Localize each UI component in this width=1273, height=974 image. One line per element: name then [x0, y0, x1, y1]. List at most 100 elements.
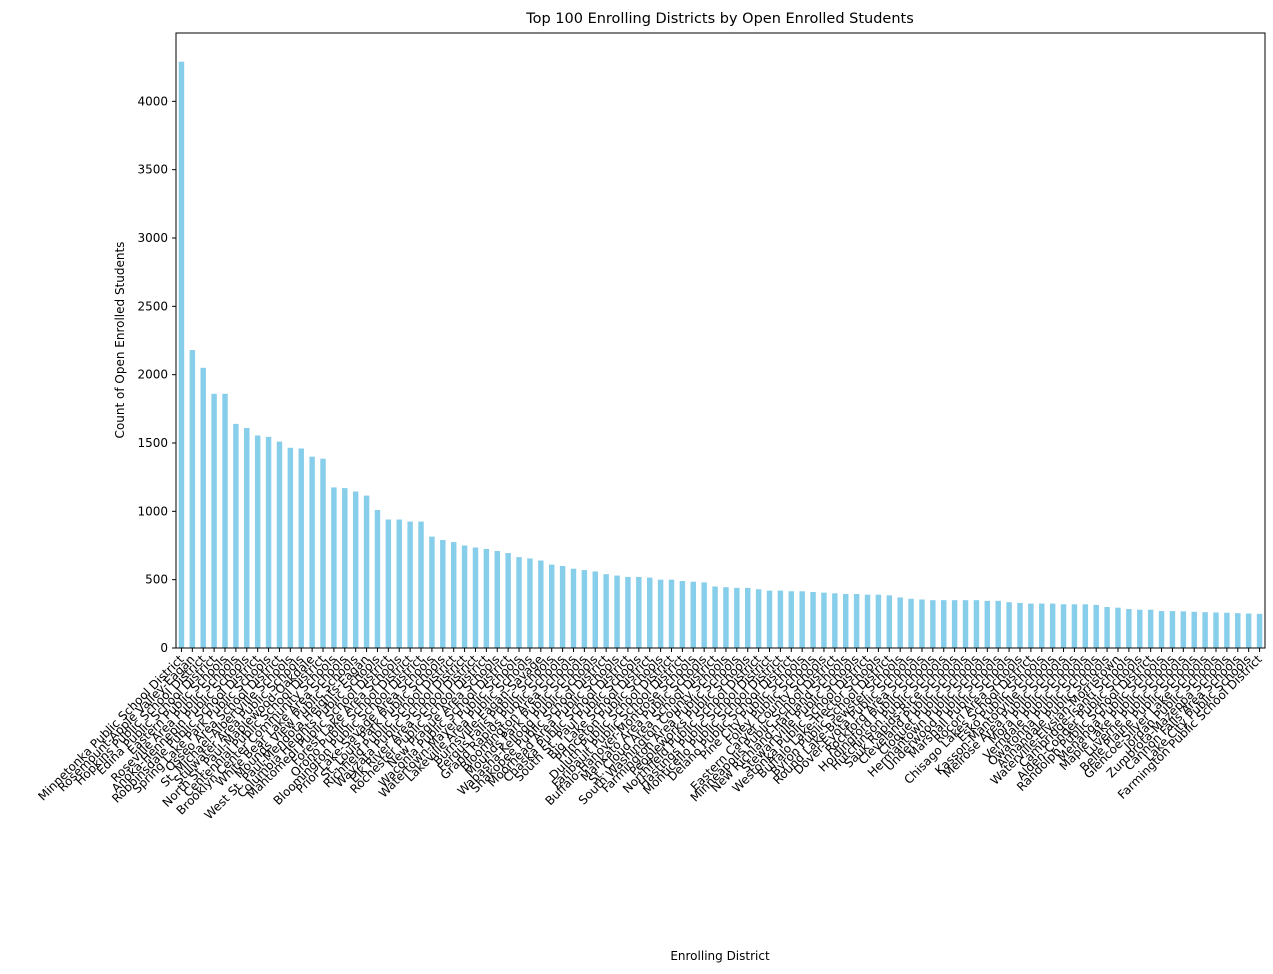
bar [331, 487, 337, 648]
y-axis-label: Count of Open Enrolled Students [113, 242, 127, 439]
bar [483, 548, 490, 648]
bar [777, 590, 784, 648]
bar [287, 447, 294, 648]
bar [254, 435, 261, 648]
bars-group [178, 61, 1263, 648]
bar [908, 598, 914, 648]
bar [309, 456, 315, 648]
bar [766, 590, 773, 648]
bar [581, 570, 588, 648]
bar [363, 495, 370, 648]
bar [745, 587, 751, 648]
bar [864, 594, 871, 648]
bar [821, 592, 827, 648]
bar [505, 553, 511, 648]
bar [527, 558, 533, 648]
bar [396, 519, 402, 648]
bar [211, 393, 217, 648]
bar [832, 593, 838, 648]
bar [1006, 602, 1012, 648]
bar [1202, 612, 1208, 648]
bar [603, 574, 609, 648]
bar [941, 600, 947, 648]
bar [1115, 607, 1121, 648]
bar [701, 582, 707, 648]
bar [646, 577, 653, 648]
bar [298, 448, 304, 648]
y-tick-label: 1500 [137, 436, 168, 450]
bar [995, 600, 1001, 648]
bar [734, 587, 740, 648]
bar [1180, 611, 1187, 648]
bar [788, 591, 795, 648]
bar [1071, 604, 1078, 648]
bar [984, 600, 991, 648]
bar [200, 367, 206, 648]
bar [592, 571, 598, 648]
bar [951, 600, 958, 648]
bar [1137, 609, 1143, 648]
bar [1158, 611, 1165, 648]
bar [178, 61, 185, 648]
bar [233, 423, 239, 648]
bar [559, 566, 566, 648]
bar [538, 560, 544, 648]
bar [973, 600, 980, 648]
bar [886, 595, 893, 648]
y-tick-label: 2500 [137, 299, 168, 313]
bar [919, 599, 925, 648]
bar [723, 587, 729, 648]
bar [1093, 604, 1099, 648]
bar [1224, 612, 1230, 648]
bar [843, 594, 849, 648]
bar [189, 350, 196, 648]
bar [668, 579, 675, 648]
bar [548, 564, 555, 648]
x-axis-ticks: Minnetonka Public School DistrictRosemou… [35, 648, 1265, 822]
bar [1082, 604, 1089, 648]
y-tick-label: 4000 [137, 94, 168, 108]
bar [1017, 602, 1023, 648]
bar [712, 586, 718, 648]
bar [1256, 613, 1263, 648]
bar [1039, 603, 1045, 648]
bar [1104, 607, 1110, 648]
bar [1213, 612, 1219, 648]
bar [450, 542, 457, 648]
y-axis-ticks: 0 500 1000 1500 2000 2500 3000 3500 4000 [137, 94, 176, 655]
bar [962, 600, 969, 648]
bar [657, 579, 664, 648]
bar [407, 521, 413, 648]
bar [429, 536, 435, 648]
bar [799, 591, 805, 648]
bar [472, 547, 479, 648]
bar [1028, 603, 1034, 648]
bar [570, 568, 577, 648]
bar [244, 427, 250, 648]
bar [897, 597, 903, 648]
bar [342, 488, 348, 648]
bar [276, 441, 283, 648]
bar [875, 594, 882, 648]
bar [494, 550, 500, 648]
bar [1191, 611, 1197, 648]
bar [320, 458, 326, 648]
bar [352, 491, 359, 648]
x-axis-label: Enrolling District [670, 949, 770, 963]
y-tick-label: 0 [160, 641, 168, 655]
plot-frame [175, 32, 1266, 649]
bar [810, 591, 816, 648]
bar [222, 393, 228, 648]
bar [440, 540, 446, 648]
bar [614, 575, 620, 648]
bar [930, 600, 936, 648]
y-tick-label: 1000 [137, 504, 168, 518]
y-tick-label: 500 [145, 573, 168, 587]
bar [265, 436, 272, 648]
bar [418, 521, 424, 648]
bar [1169, 611, 1176, 648]
bar [461, 545, 468, 648]
chart-title: Top 100 Enrolling Districts by Open Enro… [525, 11, 914, 27]
y-tick-label: 3000 [137, 231, 168, 245]
